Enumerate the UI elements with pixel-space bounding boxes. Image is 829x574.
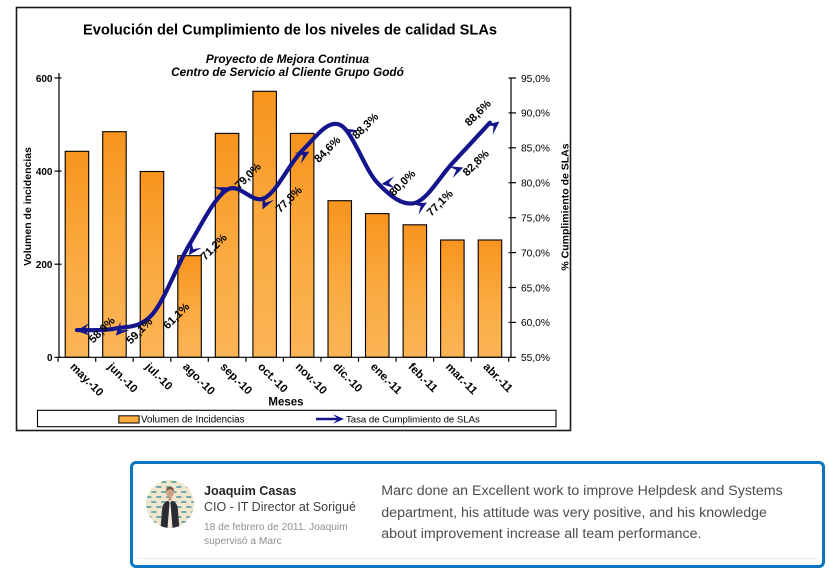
svg-text:% Cumplimiento de SLAs: % Cumplimiento de SLAs [560, 143, 572, 270]
svg-text:65,0%: 65,0% [521, 283, 550, 294]
svg-text:400: 400 [36, 167, 53, 178]
svg-text:80,0%: 80,0% [521, 179, 550, 190]
svg-text:Volumen de incidencias: Volumen de incidencias [22, 147, 34, 266]
svg-text:Tasa de Cumplimiento de SLAs: Tasa de Cumplimiento de SLAs [346, 414, 480, 425]
svg-text:85,0%: 85,0% [521, 144, 550, 155]
svg-text:200: 200 [36, 260, 53, 271]
svg-text:Evolución del Cumplimiento de: Evolución del Cumplimiento de los nivele… [83, 23, 497, 39]
svg-text:Proyecto de Mejora Continua: Proyecto de Mejora Continua [206, 52, 370, 66]
svg-text:55,0%: 55,0% [521, 353, 550, 364]
svg-text:75,0%: 75,0% [521, 214, 550, 225]
svg-text:Meses: Meses [268, 397, 303, 409]
svg-text:Centro de Servicio al Cliente: Centro de Servicio al Cliente Grupo Godó [171, 65, 404, 79]
svg-text:95,0%: 95,0% [521, 74, 550, 85]
svg-text:Volumen de Incidencias: Volumen de Incidencias [141, 414, 245, 425]
svg-text:600: 600 [36, 74, 53, 85]
svg-text:70,0%: 70,0% [521, 248, 550, 259]
svg-text:90,0%: 90,0% [521, 109, 550, 120]
svg-text:60,0%: 60,0% [521, 318, 550, 329]
svg-text:0: 0 [47, 353, 53, 364]
